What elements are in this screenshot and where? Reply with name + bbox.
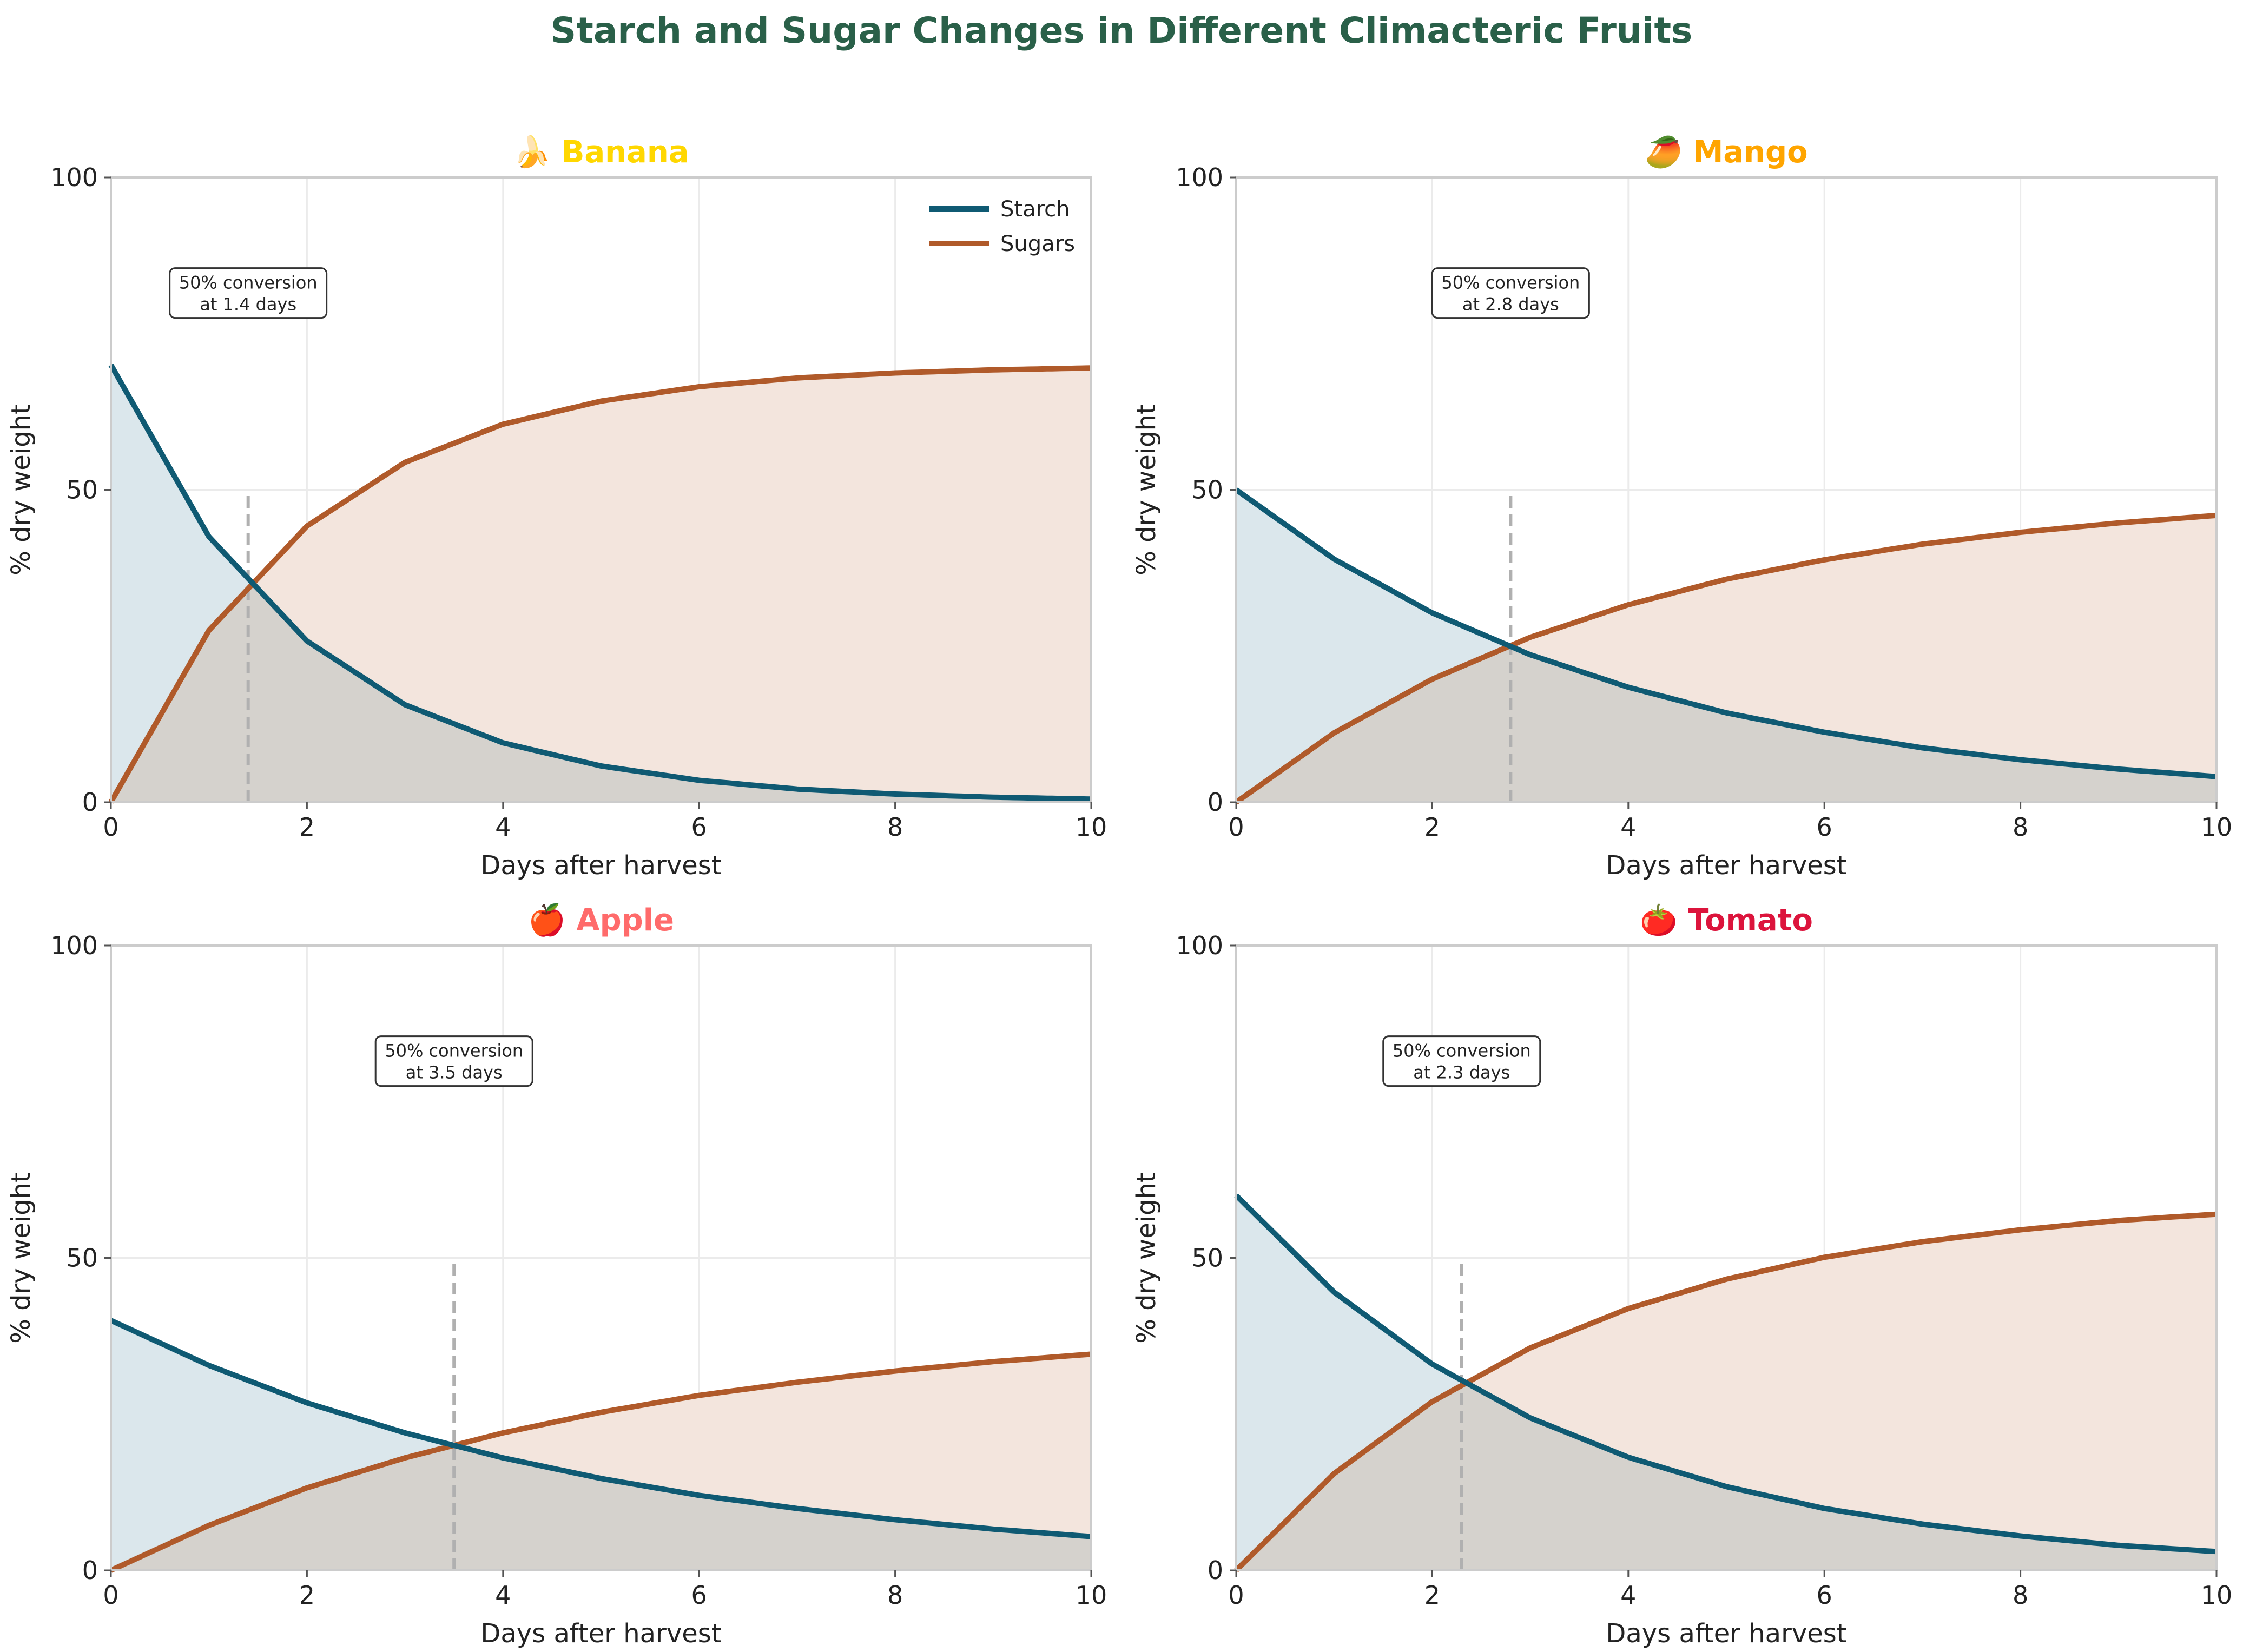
annotation-text: at 2.3 days — [1413, 1062, 1510, 1083]
x-tick-label: 4 — [495, 812, 511, 842]
y-tick-label: 0 — [1208, 788, 1223, 817]
y-axis-label: % dry weight — [1131, 404, 1162, 576]
x-tick-label: 2 — [1424, 1581, 1440, 1610]
x-tick-label: 0 — [103, 1581, 118, 1610]
x-tick-label: 10 — [1076, 812, 1107, 842]
x-tick-label: 2 — [299, 1581, 315, 1610]
subplot-title: 🥭 Mango — [1645, 135, 1807, 170]
x-tick-label: 2 — [1424, 812, 1440, 842]
y-axis-label: % dry weight — [1131, 1172, 1162, 1344]
annotation-text: at 1.4 days — [200, 294, 296, 315]
x-tick-label: 8 — [2013, 812, 2028, 842]
annotation-box — [169, 267, 328, 319]
y-tick-label: 100 — [1176, 931, 1223, 960]
x-tick-label: 8 — [887, 812, 903, 842]
x-tick-label: 10 — [2201, 812, 2233, 842]
y-tick-label: 100 — [50, 163, 98, 192]
y-tick-label: 50 — [66, 475, 98, 505]
starch-line — [109, 1318, 1092, 1539]
y-tick-label: 50 — [1191, 1244, 1223, 1273]
starch-line — [108, 364, 1092, 802]
figure-title: Starch and Sugar Changes in Different Cl… — [550, 10, 1693, 51]
x-tick-label: 6 — [1817, 1581, 1832, 1610]
x-tick-label: 2 — [299, 812, 315, 842]
x-tick-label: 6 — [691, 812, 707, 842]
y-tick-label: 50 — [1191, 475, 1223, 505]
legend-label: Starch — [1000, 197, 1070, 222]
x-axis-label: Days after harvest — [1606, 850, 1846, 881]
annotation-text: 50% conversion — [1441, 273, 1580, 293]
sugars-line — [1234, 1211, 2217, 1572]
overlap-area — [111, 583, 1091, 802]
y-tick-label: 100 — [1176, 163, 1223, 192]
x-axis-label: Days after harvest — [480, 850, 721, 881]
x-tick-label: 0 — [103, 812, 118, 842]
x-tick-label: 8 — [887, 1581, 903, 1610]
annotation-box — [1431, 267, 1590, 319]
sugars-line — [108, 365, 1092, 804]
annotation-box — [1382, 1035, 1541, 1087]
y-tick-label: 50 — [66, 1244, 98, 1273]
annotation-text: at 2.8 days — [1462, 294, 1559, 315]
sugars-line — [109, 1351, 1092, 1573]
x-axis-label: Days after harvest — [1606, 1618, 1846, 1649]
x-tick-label: 0 — [1228, 812, 1244, 842]
y-tick-label: 0 — [1208, 1556, 1223, 1585]
legend-label: Sugars — [1000, 232, 1075, 256]
subplot-title: 🍅 Tomato — [1640, 903, 1813, 938]
sugars-line — [1235, 512, 2217, 805]
annotation-text: 50% conversion — [385, 1041, 523, 1061]
y-tick-label: 0 — [82, 788, 98, 817]
y-axis-label: % dry weight — [6, 404, 36, 576]
x-tick-label: 4 — [1620, 812, 1636, 842]
subplot-title: 🍌 Banana — [513, 135, 689, 170]
starch-line — [1235, 487, 2217, 779]
overlap-area — [1236, 1383, 2216, 1570]
annotation-text: at 3.5 days — [406, 1062, 503, 1083]
x-tick-label: 4 — [495, 1581, 511, 1610]
y-tick-label: 100 — [50, 931, 98, 960]
x-tick-label: 10 — [2201, 1581, 2233, 1610]
y-axis-label: % dry weight — [6, 1172, 36, 1344]
y-tick-label: 0 — [82, 1556, 98, 1585]
x-tick-label: 10 — [1076, 1581, 1107, 1610]
x-tick-label: 6 — [1817, 812, 1832, 842]
x-tick-label: 4 — [1620, 1581, 1636, 1610]
starch-line — [1234, 1193, 2217, 1555]
x-tick-label: 8 — [2013, 1581, 2028, 1610]
annotation-text: 50% conversion — [179, 273, 318, 293]
overlap-area — [1236, 646, 2216, 802]
x-tick-label: 6 — [691, 1581, 707, 1610]
annotation-text: 50% conversion — [1393, 1041, 1531, 1061]
x-tick-label: 0 — [1228, 1581, 1244, 1610]
subplot-title: 🍎 Apple — [528, 902, 674, 938]
annotation-box — [374, 1035, 533, 1087]
x-axis-label: Days after harvest — [480, 1618, 721, 1649]
overlap-area — [111, 1445, 1091, 1570]
